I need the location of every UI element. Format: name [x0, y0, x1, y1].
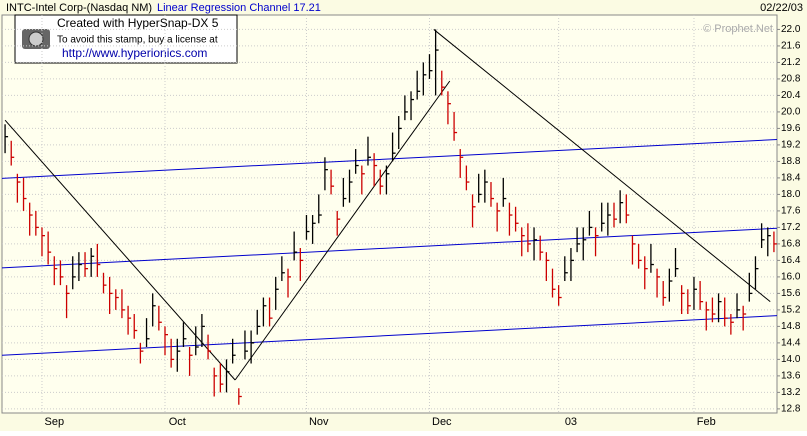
- y-tick-label: 21.2: [781, 57, 801, 68]
- y-tick-label: 13.6: [781, 371, 801, 382]
- chart-subtitle: Linear Regression Channel 17.21: [157, 2, 321, 14]
- y-tick-label: 20.4: [781, 90, 801, 101]
- y-tick-label: 17.6: [781, 206, 801, 217]
- y-tick-label: 14.0: [781, 354, 801, 365]
- y-tick-label: 15.6: [781, 288, 801, 299]
- stamp-line: To avoid this stamp, buy a license at: [57, 35, 218, 46]
- y-tick-label: 19.6: [781, 123, 801, 134]
- y-tick-label: 18.4: [781, 173, 801, 184]
- camera-lens: [28, 31, 44, 47]
- plot-area: [1, 14, 778, 414]
- x-tick-label: Oct: [169, 416, 186, 428]
- y-tick-label: 20.0: [781, 107, 801, 118]
- trend-line: [1, 139, 778, 179]
- y-tick-label: 16.4: [781, 255, 801, 266]
- trend-line: [4, 119, 236, 381]
- trend-line: [234, 80, 451, 381]
- y-tick-label: 20.8: [781, 74, 801, 85]
- stamp-title: Created with HyperSnap-DX 5: [57, 16, 219, 30]
- trend-line: [1, 315, 778, 356]
- trend-line: [433, 29, 771, 303]
- x-tick-label: Sep: [44, 416, 64, 428]
- y-tick-label: 18.8: [781, 156, 801, 167]
- stamp-url: http://www.hyperionics.com: [62, 46, 207, 60]
- y-tick-label: 16.0: [781, 272, 801, 283]
- y-tick-label: 16.8: [781, 239, 801, 250]
- stamp: Created with HyperSnap-DX 5 To avoid thi…: [14, 14, 238, 64]
- credit: © Prophet.Net: [703, 23, 773, 35]
- x-tick-label: 03: [565, 416, 577, 428]
- y-tick-label: 14.8: [781, 321, 801, 332]
- y-tick-label: 12.8: [781, 404, 801, 415]
- x-tick-label: Nov: [309, 416, 329, 428]
- y-tick-label: 18.0: [781, 189, 801, 200]
- y-tick-label: 15.2: [781, 305, 801, 316]
- y-tick-label: 22.0: [781, 24, 801, 35]
- y-tick-label: 17.2: [781, 222, 801, 233]
- y-tick-label: 19.2: [781, 140, 801, 151]
- stamp-box: [14, 14, 238, 64]
- x-tick-label: Dec: [432, 416, 452, 428]
- trend-line: [1, 227, 778, 269]
- y-tick-label: 14.4: [781, 338, 801, 349]
- y-tick-label: 21.6: [781, 41, 801, 52]
- y-tick-label: 13.2: [781, 387, 801, 398]
- x-tick-label: Feb: [697, 416, 716, 428]
- date: 02/22/03: [760, 2, 803, 14]
- chart-title: INTC-Intel Corp-(Nasdaq NM): [6, 2, 152, 14]
